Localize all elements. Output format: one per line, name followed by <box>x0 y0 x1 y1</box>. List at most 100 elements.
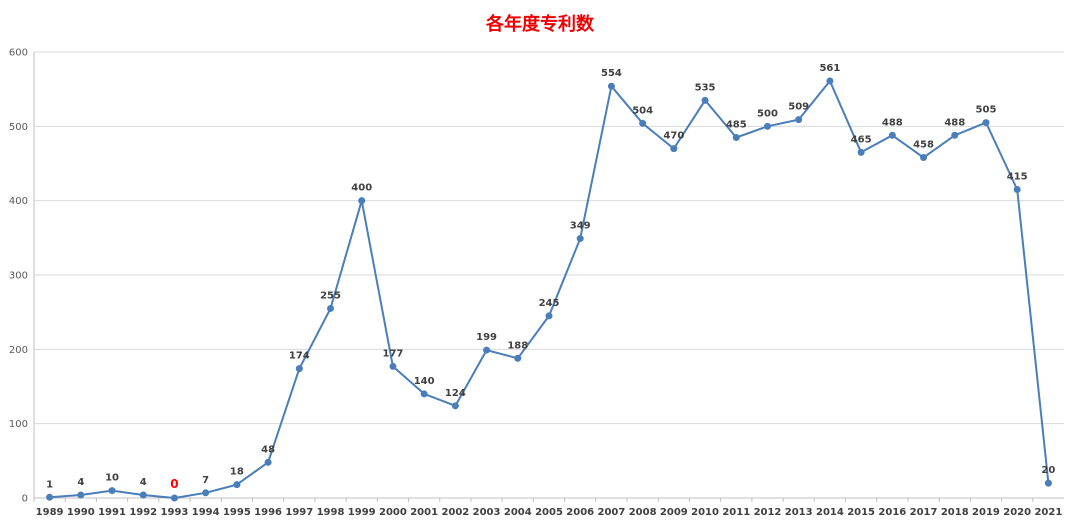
data-point <box>545 312 553 320</box>
data-label: 140 <box>414 376 435 387</box>
data-point <box>77 491 85 499</box>
data-label: 554 <box>601 68 622 79</box>
x-tick-label: 2003 <box>473 507 501 518</box>
data-point <box>857 148 865 156</box>
x-tick-label: 2015 <box>847 507 875 518</box>
data-point <box>514 354 522 362</box>
data-point <box>46 493 54 501</box>
data-label: 504 <box>632 105 653 116</box>
data-label: 10 <box>105 473 119 484</box>
x-tick-label: 1991 <box>98 507 126 518</box>
x-tick-label: 2000 <box>379 507 407 518</box>
data-point <box>639 119 647 127</box>
x-tick-label: 1993 <box>161 507 189 518</box>
data-label: 4 <box>77 477 84 488</box>
data-labels: 1 4 10 4 0 7 18 48 174 255 400 177 140 124 199 188 245 34… <box>46 63 1055 491</box>
data-point <box>920 154 928 162</box>
y-tick-label: 0 <box>22 494 28 505</box>
data-label: 124 <box>445 388 466 399</box>
series-line-layer <box>49 80 1050 499</box>
x-tick-label: 1998 <box>317 507 345 518</box>
x-tick-label: 2013 <box>785 507 813 518</box>
data-label: 7 <box>202 475 209 486</box>
data-point <box>202 489 210 497</box>
data-label: 509 <box>788 102 809 113</box>
y-tick-label: 200 <box>9 345 28 356</box>
gridlines <box>34 51 1064 425</box>
data-label: 561 <box>819 63 840 74</box>
x-tick-label: 1995 <box>223 507 251 518</box>
x-tick-label: 1989 <box>36 507 64 518</box>
data-point <box>264 458 272 466</box>
data-label: 255 <box>320 290 341 301</box>
data-label: 488 <box>882 117 903 128</box>
data-point <box>139 491 147 499</box>
data-point <box>576 235 584 243</box>
data-point <box>170 494 178 502</box>
data-label: 349 <box>570 221 591 232</box>
x-tick-label: 2017 <box>910 507 938 518</box>
data-point <box>763 122 771 130</box>
data-point <box>420 390 428 398</box>
data-point <box>358 197 366 205</box>
x-tick-label: 2005 <box>535 507 563 518</box>
data-label: 48 <box>261 444 275 455</box>
data-label: 470 <box>663 131 684 142</box>
x-tick-label: 2014 <box>816 507 844 518</box>
x-tick-label: 1990 <box>67 507 95 518</box>
y-tick-label: 100 <box>9 419 28 430</box>
data-label: 1 <box>46 479 53 490</box>
data-label: 415 <box>1007 172 1028 183</box>
data-label: 485 <box>726 119 747 130</box>
data-point <box>732 133 740 141</box>
x-tick-label: 2009 <box>660 507 688 518</box>
data-point <box>795 116 803 124</box>
data-label: 245 <box>539 298 560 309</box>
x-tick-label: 2008 <box>629 507 657 518</box>
data-point <box>451 402 459 410</box>
x-tick-label: 2018 <box>941 507 969 518</box>
x-tick-label: 2021 <box>1034 507 1062 518</box>
data-label: 199 <box>476 332 497 343</box>
data-point <box>389 362 397 370</box>
x-tick-label: 1997 <box>285 507 313 518</box>
x-tick-label: 2011 <box>722 507 750 518</box>
x-tick-label: 2002 <box>441 507 469 518</box>
chart-title: 各年度专利数 <box>486 14 594 35</box>
data-point <box>951 131 959 139</box>
data-label: 500 <box>757 108 778 119</box>
data-point <box>295 365 303 373</box>
data-label: 400 <box>351 183 372 194</box>
data-point <box>888 131 896 139</box>
x-tick-label: 2016 <box>878 507 906 518</box>
axes <box>33 52 1064 502</box>
data-label: 4 <box>140 477 147 488</box>
data-label: 177 <box>383 348 404 359</box>
x-tick-label: 2006 <box>566 507 594 518</box>
y-tick-label: 400 <box>9 196 28 207</box>
x-tick-label: 2004 <box>504 507 532 518</box>
x-tick-label: 2001 <box>410 507 438 518</box>
x-tick-label: 2010 <box>691 507 719 518</box>
data-point <box>826 77 834 85</box>
y-tick-label: 500 <box>9 122 28 133</box>
x-tick-label: 2020 <box>1003 507 1031 518</box>
data-point <box>982 119 990 127</box>
data-label: 458 <box>913 140 934 151</box>
data-label: 20 <box>1041 465 1055 476</box>
y-axis-ticks: 0 100 200 300 400 500 600 <box>9 48 28 505</box>
x-axis-ticks: 1989 1990 1991 1992 1993 1994 1995 1996 1997 1998… <box>36 507 1063 518</box>
x-tick-label: 1996 <box>254 507 282 518</box>
data-points <box>46 77 1052 502</box>
y-tick-label: 300 <box>9 271 28 282</box>
y-tick-label: 600 <box>9 48 28 59</box>
data-point <box>233 481 241 489</box>
x-tick-label: 2007 <box>598 507 626 518</box>
x-tick-label: 1992 <box>129 507 157 518</box>
data-point <box>607 82 615 90</box>
x-tick-label: 2019 <box>972 507 1000 518</box>
series-line <box>49 80 1050 499</box>
data-point <box>701 96 709 104</box>
